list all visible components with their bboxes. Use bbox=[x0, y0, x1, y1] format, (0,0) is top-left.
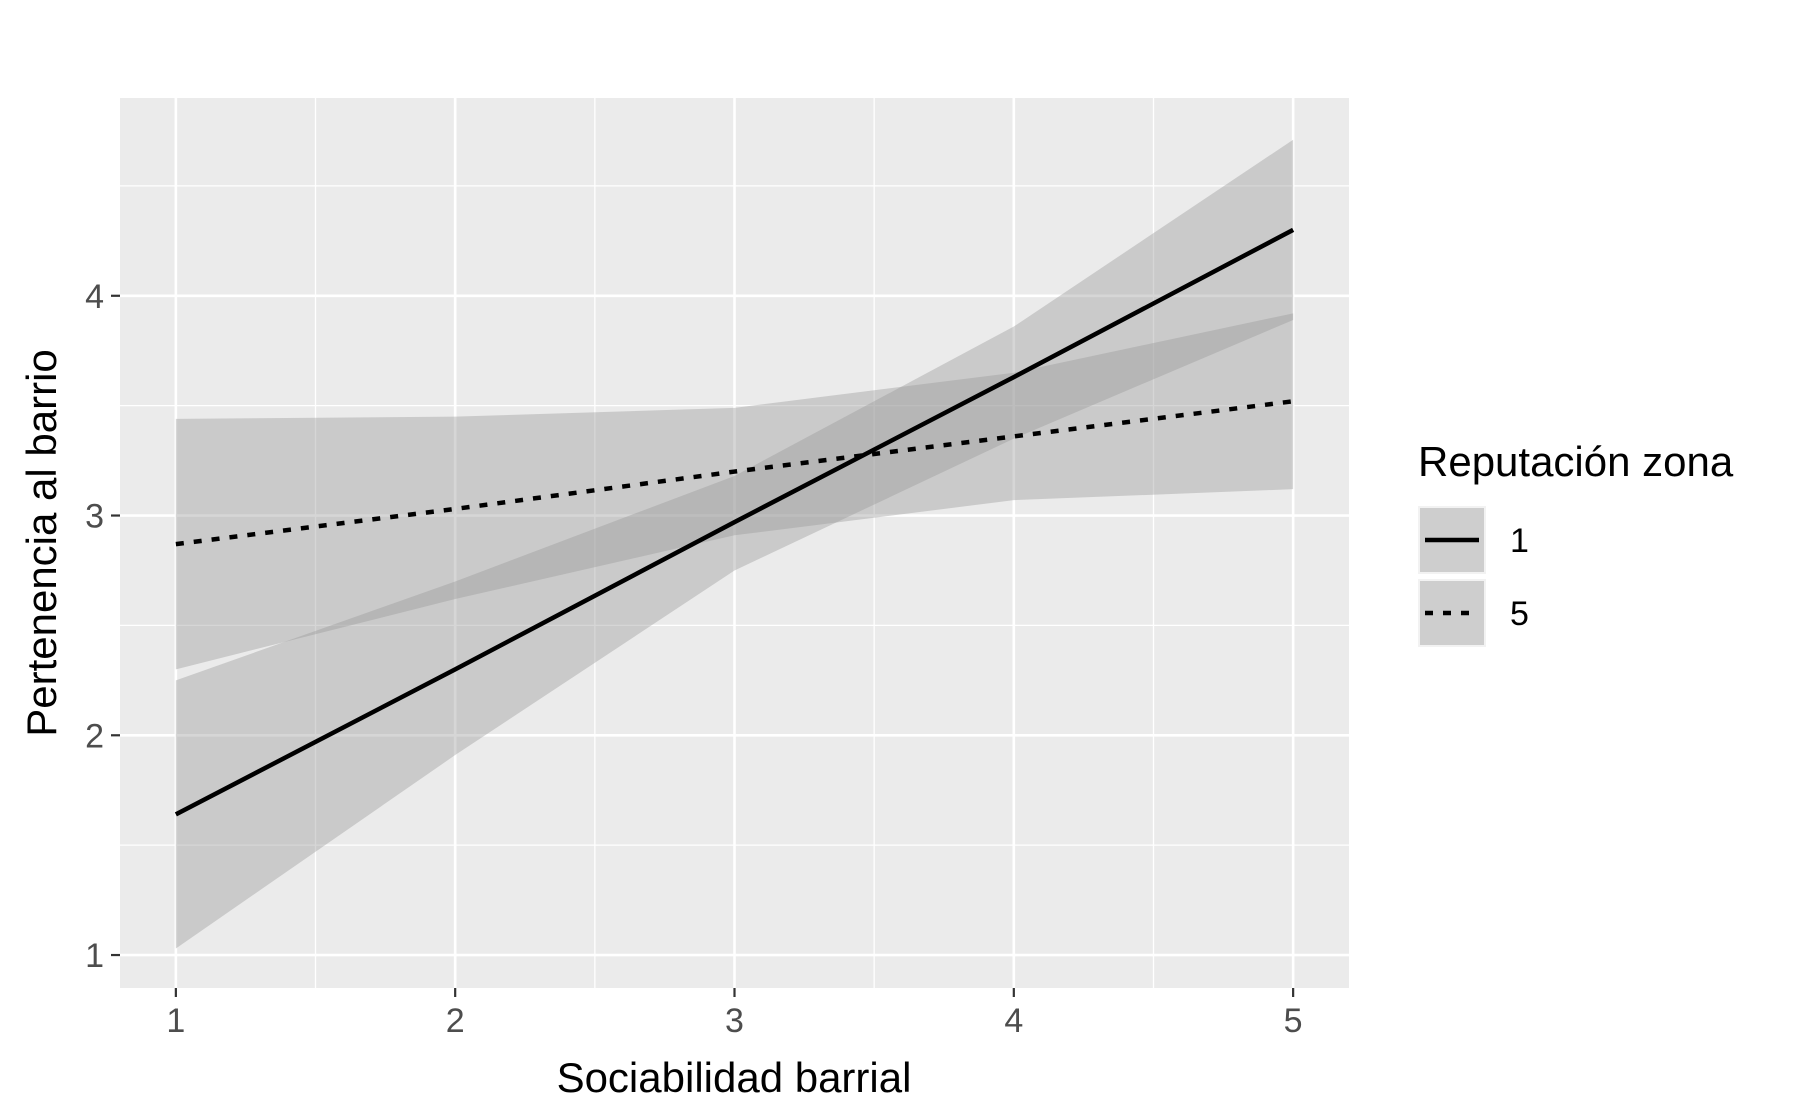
ci-ribbon-series-1 bbox=[175, 139, 1294, 949]
series-lines bbox=[174, 227, 1295, 817]
y-axis-title: Pertenencia al barrio bbox=[18, 349, 65, 737]
x-axis-ticks: 1 2 3 4 5 bbox=[166, 988, 1303, 1040]
y-tick-label: 1 bbox=[85, 937, 104, 975]
y-tick-label: 4 bbox=[85, 278, 104, 316]
x-tick-label: 4 bbox=[1004, 1002, 1023, 1040]
legend-title: Reputación zona bbox=[1418, 438, 1734, 485]
legend-label: 1 bbox=[1510, 522, 1529, 560]
x-tick-label: 2 bbox=[446, 1002, 465, 1040]
legend: Reputación zona 1 5 bbox=[1418, 438, 1734, 647]
y-axis-ticks: 1 2 3 4 bbox=[85, 278, 120, 975]
grid-major bbox=[120, 98, 1349, 988]
x-axis-title: Sociabilidad barrial bbox=[557, 1054, 912, 1101]
x-tick-label: 5 bbox=[1284, 1002, 1303, 1040]
y-tick-label: 3 bbox=[85, 498, 104, 536]
ci-ribbon-series-5 bbox=[175, 313, 1294, 670]
y-tick-label: 2 bbox=[85, 717, 104, 755]
line-series-5 bbox=[175, 399, 1294, 547]
x-tick-label: 1 bbox=[166, 1002, 185, 1040]
confidence-ribbons bbox=[175, 139, 1294, 949]
legend-label: 5 bbox=[1510, 595, 1529, 633]
line-series-1 bbox=[174, 227, 1295, 817]
x-tick-label: 3 bbox=[725, 1002, 744, 1040]
